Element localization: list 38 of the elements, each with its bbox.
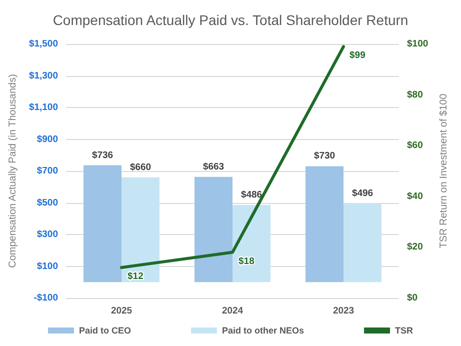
y-tick-label: $300 (36, 229, 58, 240)
y-tick-label: $1,300 (28, 70, 58, 82)
y-tick-label: -$100 (34, 292, 58, 304)
y2-tick-label: $60 (407, 140, 423, 152)
x-tick-label: 2023 (332, 306, 354, 316)
data-label: $12 (128, 271, 144, 282)
y2-axis-title: TSR Return on Investment of $100 (438, 93, 450, 248)
legend-label: TSR (395, 326, 414, 336)
y2-tick-label: $40 (407, 190, 423, 202)
y-axis-title: Compensation Actually Paid (in Thousands) (8, 74, 19, 268)
y-tick-label: $100 (36, 260, 58, 272)
legend-label: Paid to CEO (78, 326, 132, 336)
y2-tick-label: $100 (407, 38, 428, 50)
bar (122, 177, 160, 282)
data-label: $736 (92, 150, 114, 161)
y-tick-label: $900 (36, 134, 58, 145)
bar (84, 165, 122, 282)
bar (194, 176, 232, 282)
data-label: $496 (352, 188, 374, 199)
x-tick-label: 2025 (110, 306, 133, 316)
data-label: $486 (240, 189, 262, 200)
y-tick-label: $1,100 (28, 102, 58, 113)
y2-tick-label: $20 (407, 242, 423, 253)
data-label: $730 (314, 150, 336, 162)
data-label: $660 (130, 162, 152, 173)
y-tick-label: $1,500 (28, 38, 58, 50)
chart-title: Compensation Actually Paid vs. Total Shareholder Return (52, 12, 408, 28)
data-label: $99 (350, 50, 366, 62)
y-tick-label: $500 (36, 197, 58, 208)
y2-tick-label: $80 (407, 89, 423, 100)
data-label: $18 (238, 256, 254, 267)
x-tick-label: 2024 (222, 306, 244, 316)
legend-label: Paid to other NEOs (222, 326, 304, 336)
bar (344, 203, 382, 282)
y-tick-label: $700 (36, 166, 58, 176)
y2-tick-label: $0 (407, 292, 418, 304)
data-label: $663 (202, 161, 224, 172)
bar (306, 166, 344, 282)
